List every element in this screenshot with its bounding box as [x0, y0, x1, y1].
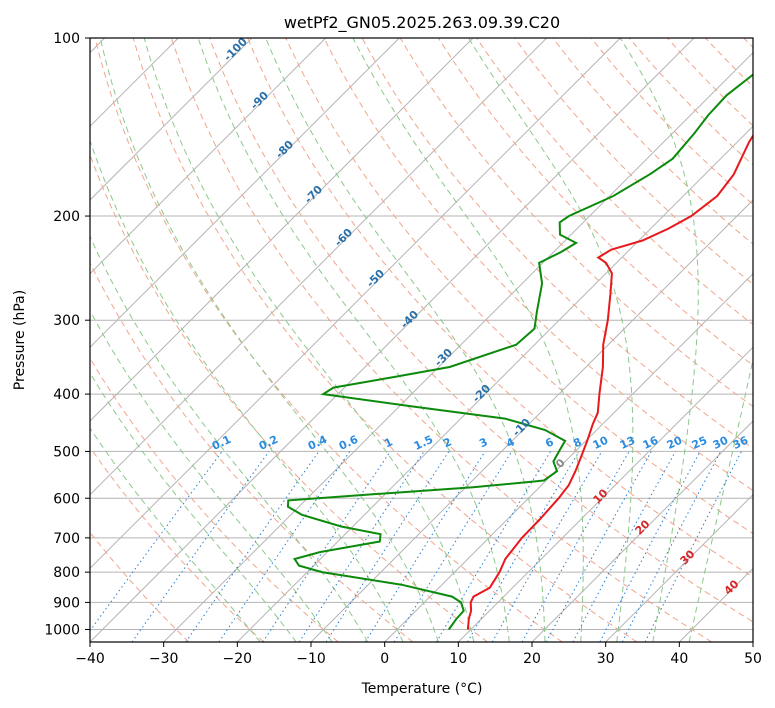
- y-tick-label: 700: [53, 531, 80, 547]
- y-tick-label: 900: [53, 595, 80, 611]
- dry-adiabat-line: [247, 38, 753, 578]
- y-tick-label: 600: [53, 491, 80, 507]
- x-tick-label: −40: [75, 651, 105, 667]
- mixing-ratio-line: [393, 451, 513, 642]
- mixing-ratio-line: [644, 451, 742, 642]
- x-tick-label: 10: [449, 651, 467, 667]
- mixing-ratio-line: [572, 451, 676, 642]
- y-tick-label: 300: [53, 313, 80, 329]
- mixing-ratio-label: 10: [591, 434, 611, 452]
- isotherm-line: [90, 38, 474, 422]
- dry-adiabat-line: [514, 38, 753, 285]
- chart-title: wetPf2_GN05.2025.263.09.39.C20: [284, 13, 560, 33]
- y-tick-label: 100: [53, 31, 80, 47]
- moist-adiabat-line: [90, 235, 369, 642]
- x-tick-label: −20: [223, 651, 253, 667]
- background-lines: [90, 38, 753, 642]
- x-tick-label: −10: [296, 651, 326, 667]
- x-tick-label: 0: [380, 651, 389, 667]
- isotherm-line: [384, 272, 753, 642]
- mixing-ratio-line: [218, 451, 351, 642]
- temperature-profile: [466, 133, 753, 630]
- x-tick-label: 20: [523, 651, 541, 667]
- isotherm-line: [90, 38, 253, 201]
- x-axis: −40 −30 −20 −10 0 10 20 30 40 50: [75, 642, 762, 667]
- moist-adiabat-line: [688, 356, 753, 642]
- moist-adiabat-line: [265, 38, 546, 642]
- mixing-ratio-line: [185, 451, 320, 642]
- isotherm-line: [90, 38, 548, 496]
- mixing-ratio-line: [262, 451, 391, 642]
- dry-adiabat-line: [323, 38, 753, 492]
- dewpoint-profile: [286, 73, 753, 631]
- y-tick-label: 500: [53, 444, 80, 460]
- dry-adiabat-line: [170, 38, 712, 642]
- isotherm-line: [531, 420, 753, 642]
- isotherm-line: [90, 38, 695, 642]
- y-tick-label: 800: [53, 565, 80, 581]
- y-axis: 100 200 300 400 500 600 700 800 900 1000: [44, 31, 90, 638]
- mixing-ratio-line: [298, 451, 425, 642]
- isotherm-line: [163, 51, 753, 642]
- dry-adiabat-line: [90, 446, 264, 642]
- isotherm-line: [605, 493, 753, 642]
- dry-adiabat-line: [94, 38, 563, 642]
- plot-frame: [89, 37, 754, 643]
- moist-adiabat-line: [143, 38, 475, 642]
- mixing-ratio-line: [545, 451, 652, 642]
- dry-adiabat-line: [285, 38, 753, 535]
- moist-adiabat-line: [90, 427, 261, 642]
- isotherm-line: [236, 125, 753, 642]
- profiles: [286, 73, 753, 631]
- mixing-ratio-label: 25: [690, 434, 709, 452]
- moist-adiabat-line: [90, 309, 333, 642]
- y-tick-label: 400: [53, 387, 80, 403]
- moist-adiabat-line: [90, 372, 297, 642]
- x-axis-label: Temperature (°C): [361, 681, 483, 697]
- plot-background: [90, 38, 753, 642]
- moist-adiabat-line: [90, 139, 404, 642]
- mixing-ratio-line: [131, 451, 270, 642]
- moist-adiabat-line: [619, 38, 699, 642]
- moist-adiabat-line: [99, 38, 439, 642]
- x-tick-label: 30: [597, 651, 615, 667]
- dry-adiabat-line: [209, 38, 753, 623]
- isotherm-line: [90, 38, 621, 570]
- isotherm-line: [90, 38, 400, 349]
- mixing-ratio-label: 30: [711, 434, 731, 452]
- x-tick-label: −30: [149, 651, 179, 667]
- x-tick-label: 40: [670, 651, 688, 667]
- y-tick-label: 200: [53, 209, 80, 225]
- y-tick-label: 1000: [44, 622, 80, 638]
- mixing-ratio-line: [467, 451, 580, 642]
- y-axis-label: Pressure (hPa): [12, 290, 28, 390]
- mixing-ratio-line: [325, 451, 450, 642]
- isotherm-line: [752, 641, 753, 642]
- dry-adiabat-line: [90, 261, 414, 642]
- isotherm-line: [90, 38, 327, 275]
- mixing-ratio-label: 13: [618, 434, 637, 452]
- isotherm-line: [457, 346, 753, 642]
- mixing-ratio-line: [364, 451, 486, 642]
- mixing-ratio-line: [435, 451, 552, 642]
- moist-adiabat-line: [352, 38, 584, 642]
- mixing-ratio-label: 16: [641, 434, 661, 452]
- dry-adiabat-line: [132, 38, 638, 642]
- x-tick-label: 50: [744, 651, 762, 667]
- dry-adiabat-line: [476, 38, 753, 326]
- mixing-ratio-label: 36: [731, 434, 751, 452]
- mixing-ratio-label: 20: [665, 434, 685, 452]
